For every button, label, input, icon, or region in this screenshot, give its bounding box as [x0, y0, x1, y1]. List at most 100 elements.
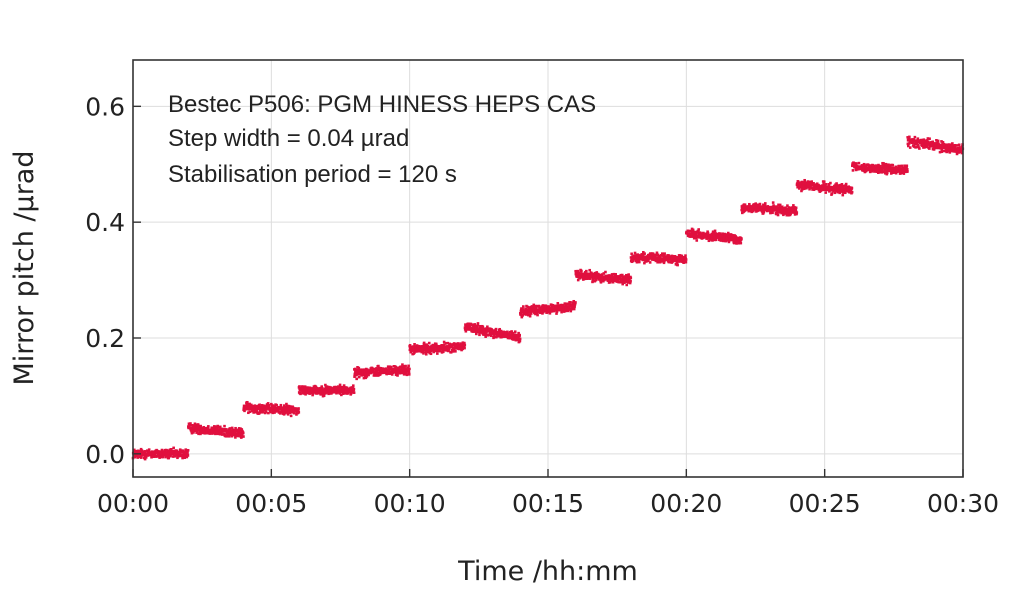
data-point: [884, 171, 887, 175]
data-point: [594, 278, 598, 282]
data-point: [516, 333, 519, 337]
data-point: [238, 433, 242, 436]
data-point: [590, 272, 594, 275]
data-point: [556, 302, 560, 305]
data-point: [572, 299, 576, 303]
data-point: [393, 369, 397, 372]
data-point: [569, 309, 573, 313]
data-point: [472, 330, 475, 333]
data-point: [603, 278, 606, 282]
data-point: [618, 280, 622, 284]
data-point: [390, 373, 394, 376]
data-point: [432, 350, 436, 354]
data-point: [278, 407, 282, 411]
data-point: [262, 408, 266, 412]
data-point: [822, 188, 825, 192]
data-point: [289, 414, 293, 418]
data-point: [475, 329, 479, 333]
data-point: [888, 164, 891, 167]
data-point: [177, 451, 181, 454]
data-point: [207, 425, 210, 428]
data-point: [885, 172, 889, 176]
data-point: [835, 183, 839, 187]
data-point: [620, 277, 623, 280]
data-point: [810, 180, 813, 183]
data-point: [548, 311, 552, 315]
data-point: [228, 427, 232, 430]
data-point: [885, 171, 889, 175]
data-point: [885, 169, 889, 173]
data-point: [138, 449, 142, 453]
data-point: [324, 391, 328, 394]
data-point: [143, 450, 147, 453]
data-point: [484, 335, 487, 338]
data-point: [633, 251, 637, 255]
data-point: [530, 305, 534, 308]
data-point: [293, 411, 296, 415]
annotation-line-1: Bestec P506: PGM HINESS HEPS CAS: [168, 91, 596, 118]
data-point: [286, 411, 289, 414]
data-point: [412, 346, 416, 350]
data-point: [951, 142, 954, 145]
data-point: [786, 204, 789, 207]
data-point: [555, 310, 559, 314]
data-point: [643, 252, 646, 255]
data-point: [220, 431, 223, 435]
data-point: [802, 183, 805, 187]
data-point: [186, 454, 190, 457]
data-point: [352, 391, 356, 394]
data-point: [186, 451, 189, 455]
data-point: [431, 349, 435, 352]
data-point: [315, 392, 318, 395]
data-point: [598, 275, 602, 279]
data-point: [725, 237, 728, 241]
data-point: [306, 386, 309, 389]
data-point: [445, 349, 448, 352]
data-point: [781, 205, 784, 209]
data-point: [935, 146, 939, 150]
data-point: [447, 346, 451, 350]
data-series: [131, 135, 965, 461]
data-point: [913, 139, 916, 143]
data-point: [228, 429, 232, 433]
data-point: [351, 384, 355, 387]
data-point: [723, 235, 726, 239]
data-point: [907, 144, 910, 148]
data-point: [444, 342, 448, 345]
data-point: [769, 211, 772, 215]
data-point: [264, 410, 268, 414]
data-point: [424, 352, 428, 356]
data-point: [789, 212, 792, 216]
data-point: [198, 426, 202, 430]
data-point: [230, 426, 234, 430]
data-point: [436, 352, 439, 355]
annotation-box: Bestec P506: PGM HINESS HEPS CAS Step wi…: [168, 91, 596, 188]
data-point: [345, 386, 349, 390]
data-point: [261, 410, 265, 413]
data-point: [414, 348, 417, 351]
x-tick-label: 00:05: [235, 489, 307, 518]
data-point: [754, 208, 758, 211]
data-point: [395, 372, 399, 376]
data-point: [425, 343, 428, 346]
data-point: [825, 183, 828, 186]
data-point: [629, 276, 633, 280]
data-point: [143, 456, 146, 459]
data-point: [660, 257, 664, 261]
data-point: [357, 375, 361, 379]
data-point: [338, 383, 342, 387]
data-point: [542, 309, 546, 313]
data-point: [340, 393, 343, 397]
data-point: [799, 182, 802, 186]
data-point: [487, 333, 491, 337]
data-point: [346, 392, 350, 395]
data-point: [352, 387, 356, 391]
data-point: [439, 349, 442, 353]
data-point: [836, 186, 840, 190]
data-point: [589, 277, 592, 280]
data-point: [617, 280, 620, 284]
data-point: [675, 261, 679, 264]
data-point: [508, 330, 512, 334]
data-point: [812, 188, 816, 191]
data-point: [928, 137, 931, 141]
